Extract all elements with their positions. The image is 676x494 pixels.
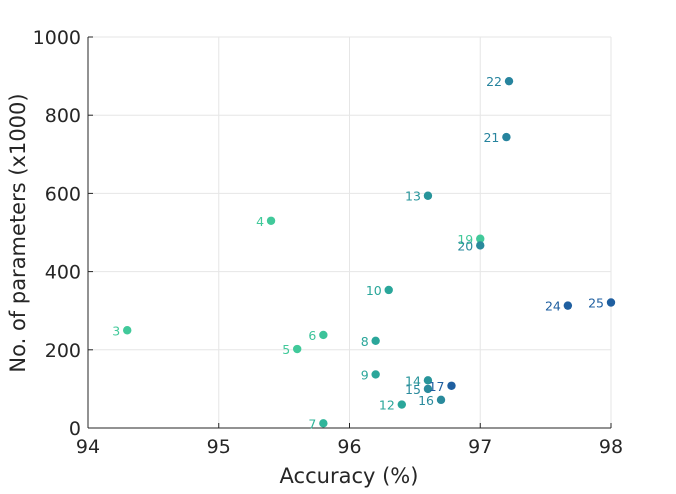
data-point-label: 20: [457, 238, 473, 253]
data-point: [371, 336, 380, 346]
data-point: [371, 370, 380, 379]
data-point-label: 10: [366, 283, 382, 298]
data-point: [423, 384, 433, 394]
data-point-label: 12: [379, 398, 395, 413]
data-point: [606, 298, 616, 307]
data-point: [423, 376, 433, 385]
x-tick-label: 95: [207, 436, 231, 458]
y-tick-label: 800: [45, 105, 81, 127]
data-point: [397, 400, 406, 409]
data-point: [123, 326, 132, 335]
data-point: [476, 241, 485, 250]
data-point-label: 24: [545, 299, 561, 314]
data-point: [502, 132, 511, 142]
data-point-label: 9: [361, 367, 369, 382]
data-point-label: 16: [418, 393, 434, 408]
y-tick-label: 400: [45, 262, 81, 284]
data-point: [293, 344, 302, 354]
data-point-label: 5: [282, 342, 290, 357]
data-point: [423, 191, 433, 200]
data-point: [447, 381, 456, 390]
data-point-label: 15: [405, 382, 421, 397]
data-point: [504, 76, 514, 86]
data-point-label: 14: [405, 373, 421, 388]
data-point-label: 19: [457, 232, 473, 247]
data-point-label: 8: [361, 334, 369, 349]
grid: [87, 36, 612, 429]
y-axis-label: No. of parameters (x1000): [6, 93, 30, 372]
y-tick-label: 0: [69, 418, 81, 440]
data-point-label: 6: [308, 328, 316, 343]
data-point: [563, 301, 573, 310]
data-point-label: 17: [429, 379, 445, 394]
data-point: [266, 216, 276, 225]
data-point-label: 25: [588, 295, 604, 310]
y-tick-label: 1000: [33, 27, 81, 49]
x-tick-label: 98: [599, 436, 623, 458]
x-axis-label: Accuracy (%): [280, 464, 419, 488]
y-tick-label: 600: [45, 183, 81, 205]
x-tick-label: 96: [337, 436, 361, 458]
data-point: [436, 395, 446, 405]
data-point-label: 13: [405, 189, 421, 204]
data-point: [384, 285, 393, 295]
data-point-label: 22: [486, 74, 502, 89]
data-point-label: 7: [308, 416, 316, 431]
data-point: [476, 234, 485, 243]
data-point-label: 21: [483, 130, 499, 145]
x-tick-label: 94: [76, 436, 100, 458]
data-point: [319, 419, 328, 428]
x-tick-label: 97: [468, 436, 492, 458]
data-point: [319, 330, 328, 340]
data-point-label: 3: [112, 323, 120, 338]
data-point-label: 4: [256, 214, 264, 229]
data-points: [123, 76, 616, 428]
y-tick-label: 200: [45, 340, 81, 362]
